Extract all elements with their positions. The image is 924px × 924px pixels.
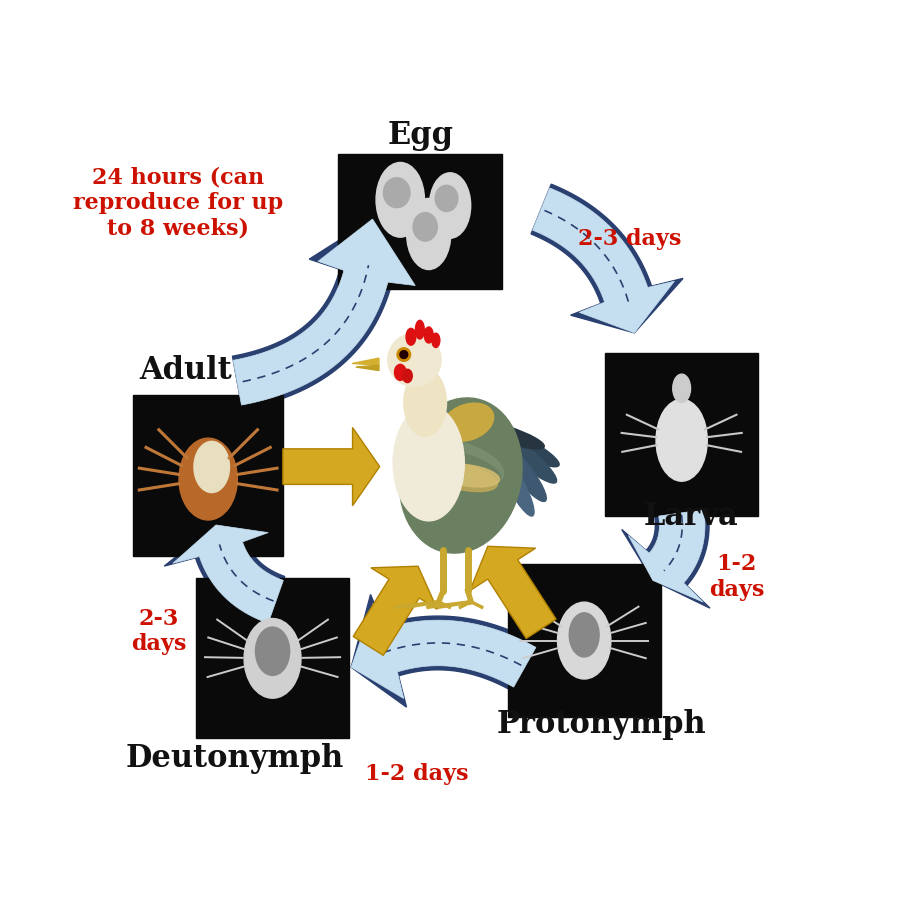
Polygon shape xyxy=(353,566,437,655)
Ellipse shape xyxy=(492,429,556,483)
Text: Adult: Adult xyxy=(139,355,232,386)
Ellipse shape xyxy=(432,334,440,347)
Bar xyxy=(507,564,661,717)
Ellipse shape xyxy=(673,374,690,403)
Ellipse shape xyxy=(483,424,559,467)
Ellipse shape xyxy=(469,420,544,449)
Polygon shape xyxy=(532,188,675,333)
Text: 1-2
days: 1-2 days xyxy=(709,553,764,601)
Polygon shape xyxy=(351,603,536,699)
Polygon shape xyxy=(173,525,284,624)
Bar xyxy=(338,153,502,288)
Ellipse shape xyxy=(407,199,451,270)
Ellipse shape xyxy=(244,618,301,699)
Text: Larva: Larva xyxy=(643,501,738,532)
Ellipse shape xyxy=(383,177,410,208)
Ellipse shape xyxy=(255,627,289,675)
Text: 1-2 days: 1-2 days xyxy=(365,763,468,785)
Polygon shape xyxy=(470,546,556,638)
Circle shape xyxy=(388,334,441,386)
Ellipse shape xyxy=(403,370,412,383)
Polygon shape xyxy=(622,509,710,608)
Polygon shape xyxy=(283,428,380,505)
Polygon shape xyxy=(531,184,683,333)
Bar xyxy=(196,578,349,738)
Ellipse shape xyxy=(435,186,458,212)
Circle shape xyxy=(397,347,410,361)
Bar xyxy=(605,353,758,517)
Ellipse shape xyxy=(404,369,446,436)
Ellipse shape xyxy=(421,440,504,486)
Ellipse shape xyxy=(656,399,707,481)
Ellipse shape xyxy=(424,327,433,343)
Text: Deutonymph: Deutonymph xyxy=(126,743,345,773)
Polygon shape xyxy=(233,219,415,405)
Bar xyxy=(133,395,283,555)
Polygon shape xyxy=(628,510,705,602)
Ellipse shape xyxy=(194,442,229,492)
Polygon shape xyxy=(352,359,379,365)
Ellipse shape xyxy=(436,464,500,487)
Ellipse shape xyxy=(413,213,437,241)
Ellipse shape xyxy=(496,439,546,502)
Ellipse shape xyxy=(416,321,424,339)
Polygon shape xyxy=(356,365,379,371)
Ellipse shape xyxy=(442,403,493,441)
Text: 2-3
days: 2-3 days xyxy=(131,608,187,655)
Text: 2-3 days: 2-3 days xyxy=(578,228,682,250)
Ellipse shape xyxy=(557,602,611,679)
Text: Protonymph: Protonymph xyxy=(497,709,707,740)
Ellipse shape xyxy=(399,398,522,553)
Ellipse shape xyxy=(395,364,406,381)
Ellipse shape xyxy=(393,406,464,521)
Ellipse shape xyxy=(376,163,424,237)
Ellipse shape xyxy=(498,453,534,516)
Ellipse shape xyxy=(430,173,470,238)
Text: Egg: Egg xyxy=(387,120,453,152)
Polygon shape xyxy=(351,594,538,707)
Text: 24 hours (can
reproduce for up
to 8 weeks): 24 hours (can reproduce for up to 8 week… xyxy=(73,167,284,239)
Circle shape xyxy=(400,350,407,359)
Polygon shape xyxy=(233,219,424,409)
Ellipse shape xyxy=(406,328,416,346)
Polygon shape xyxy=(164,525,285,627)
Ellipse shape xyxy=(424,452,501,489)
Ellipse shape xyxy=(179,438,237,520)
Ellipse shape xyxy=(569,613,599,657)
Ellipse shape xyxy=(428,463,497,492)
